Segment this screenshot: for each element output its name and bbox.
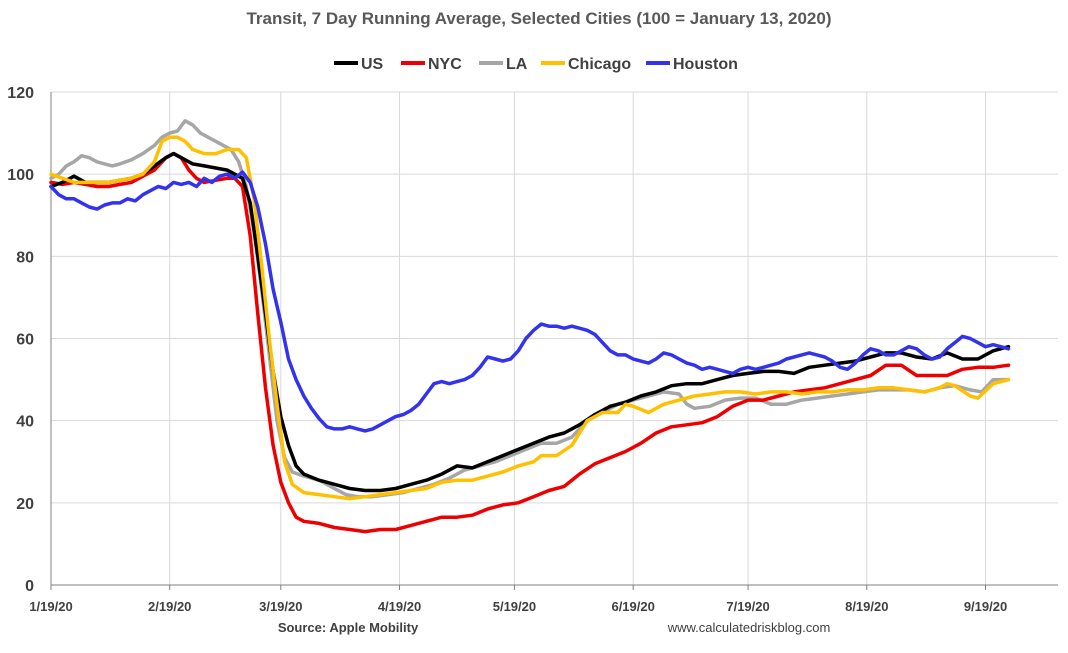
y-gridlines <box>51 91 1058 504</box>
legend-label-houston: Houston <box>673 56 738 73</box>
x-tick-label: 1/19/20 <box>29 599 72 614</box>
legend-label-us: US <box>361 56 384 73</box>
series-line-us <box>49 151 1011 493</box>
credit-text: www.calculatedriskblog.com <box>667 620 831 635</box>
y-tick-labels: 0 20 40 60 80 100 120 <box>7 85 34 595</box>
x-tick-label: 4/19/20 <box>378 599 421 614</box>
y-tick-label: 80 <box>16 249 34 266</box>
series-line-la <box>49 119 1011 499</box>
x-tick-labels: 1/19/20 2/19/20 3/19/20 4/19/20 5/19/20 6/19/… <box>29 599 1007 614</box>
y-tick-label: 40 <box>16 414 34 431</box>
y-tick-label: 60 <box>16 332 34 349</box>
x-tick-label: 9/19/20 <box>964 599 1007 614</box>
x-tick-label: 3/19/20 <box>259 599 302 614</box>
x-tick-label: 8/19/20 <box>845 599 888 614</box>
series-line-chicago <box>49 135 1011 501</box>
y-tick-label: 120 <box>7 85 34 102</box>
x-tick-label: 7/19/20 <box>726 599 769 614</box>
y-tick-label: 100 <box>7 167 34 184</box>
legend-label-chicago: Chicago <box>568 56 631 73</box>
series-lines <box>49 119 1011 534</box>
source-note: Source: Apple Mobility <box>278 620 419 635</box>
x-tick-label: 5/19/20 <box>493 599 536 614</box>
legend-label-nyc: NYC <box>428 56 462 73</box>
x-tick-label: 2/19/20 <box>148 599 191 614</box>
legend-label-la: LA <box>506 56 528 73</box>
y-tick-label: 20 <box>16 496 34 513</box>
x-gridlines <box>50 92 987 590</box>
chart-title: Transit, 7 Day Running Average, Selected… <box>246 9 831 28</box>
y-tick-label: 0 <box>25 578 34 595</box>
legend: US NYC LA Chicago Houston <box>334 56 738 73</box>
series-line-nyc <box>49 151 1011 534</box>
x-tick-label: 6/19/20 <box>611 599 654 614</box>
series-line-houston <box>49 170 1011 433</box>
